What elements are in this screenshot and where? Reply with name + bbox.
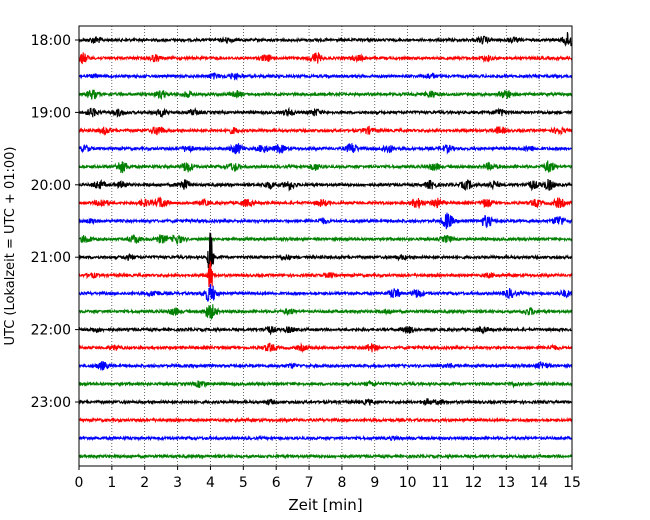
trace-row-2030 xyxy=(78,212,573,230)
x-tick-label: 1 xyxy=(107,475,116,491)
plot-frame xyxy=(78,25,573,467)
y-tick-label: 18:00 xyxy=(31,33,71,49)
x-tick-label: 12 xyxy=(464,475,482,491)
x-tick-label: 13 xyxy=(497,475,515,491)
x-tick-label: 2 xyxy=(140,475,149,491)
trace-row-2215 xyxy=(78,342,573,354)
trace-row-1845 xyxy=(78,89,573,101)
trace-row-2130 xyxy=(78,284,573,302)
trace-row-2145 xyxy=(78,304,573,320)
y-axis-ticks: 18:00 19:00 20:00 21:00 22:00 23:00 xyxy=(31,33,79,411)
x-tick-label: 10 xyxy=(399,475,417,491)
trace-row-2345 xyxy=(78,452,573,460)
trace-row-2015 xyxy=(78,196,573,209)
trace-row-2115 xyxy=(78,260,573,288)
y-tick-label: 23:00 xyxy=(31,395,71,411)
trace-row-2100 xyxy=(78,232,573,269)
trace-row-2230 xyxy=(78,361,573,371)
trace-row-1945 xyxy=(78,160,573,174)
trace-row-2045 xyxy=(78,233,573,245)
x-tick-label: 7 xyxy=(305,475,314,491)
trace-row-1900 xyxy=(78,106,573,119)
x-axis-label: Zeit [min] xyxy=(288,496,362,514)
trace-row-2300 xyxy=(78,398,573,407)
y-tick-label: 20:00 xyxy=(31,178,71,194)
y-tick-label: 22:00 xyxy=(31,323,71,339)
trace-row-2330 xyxy=(78,434,573,442)
seismic-traces xyxy=(78,32,573,460)
x-tick-label: 14 xyxy=(530,475,548,491)
y-tick-label: 21:00 xyxy=(31,250,71,266)
trace-row-1830 xyxy=(78,72,573,81)
y-tick-label: 19:00 xyxy=(31,105,71,121)
trace-row-2315 xyxy=(78,416,573,424)
x-tick-label: 0 xyxy=(75,475,84,491)
grid-lines xyxy=(111,26,540,466)
x-tick-label: 6 xyxy=(272,475,281,491)
x-tick-label: 9 xyxy=(370,475,379,491)
x-tick-label: 5 xyxy=(239,475,248,491)
x-tick-label: 8 xyxy=(337,475,346,491)
trace-row-1815 xyxy=(78,51,573,65)
y-axis-label: UTC (Lokalzeit = UTC + 01:00) xyxy=(3,147,18,346)
trace-row-2000 xyxy=(78,178,573,192)
trace-row-1800 xyxy=(78,32,573,47)
trace-row-1930 xyxy=(78,143,573,155)
x-tick-label: 4 xyxy=(206,475,215,491)
trace-row-2245 xyxy=(78,379,573,389)
x-axis-ticks: 0 1 2 3 4 5 6 7 8 9 10 11 12 13 14 15 xyxy=(75,466,581,491)
x-tick-label: 15 xyxy=(563,475,581,491)
trace-row-1915 xyxy=(78,125,573,136)
trace-row-2200 xyxy=(78,325,573,336)
x-tick-label: 11 xyxy=(432,475,450,491)
x-tick-label: 3 xyxy=(173,475,182,491)
